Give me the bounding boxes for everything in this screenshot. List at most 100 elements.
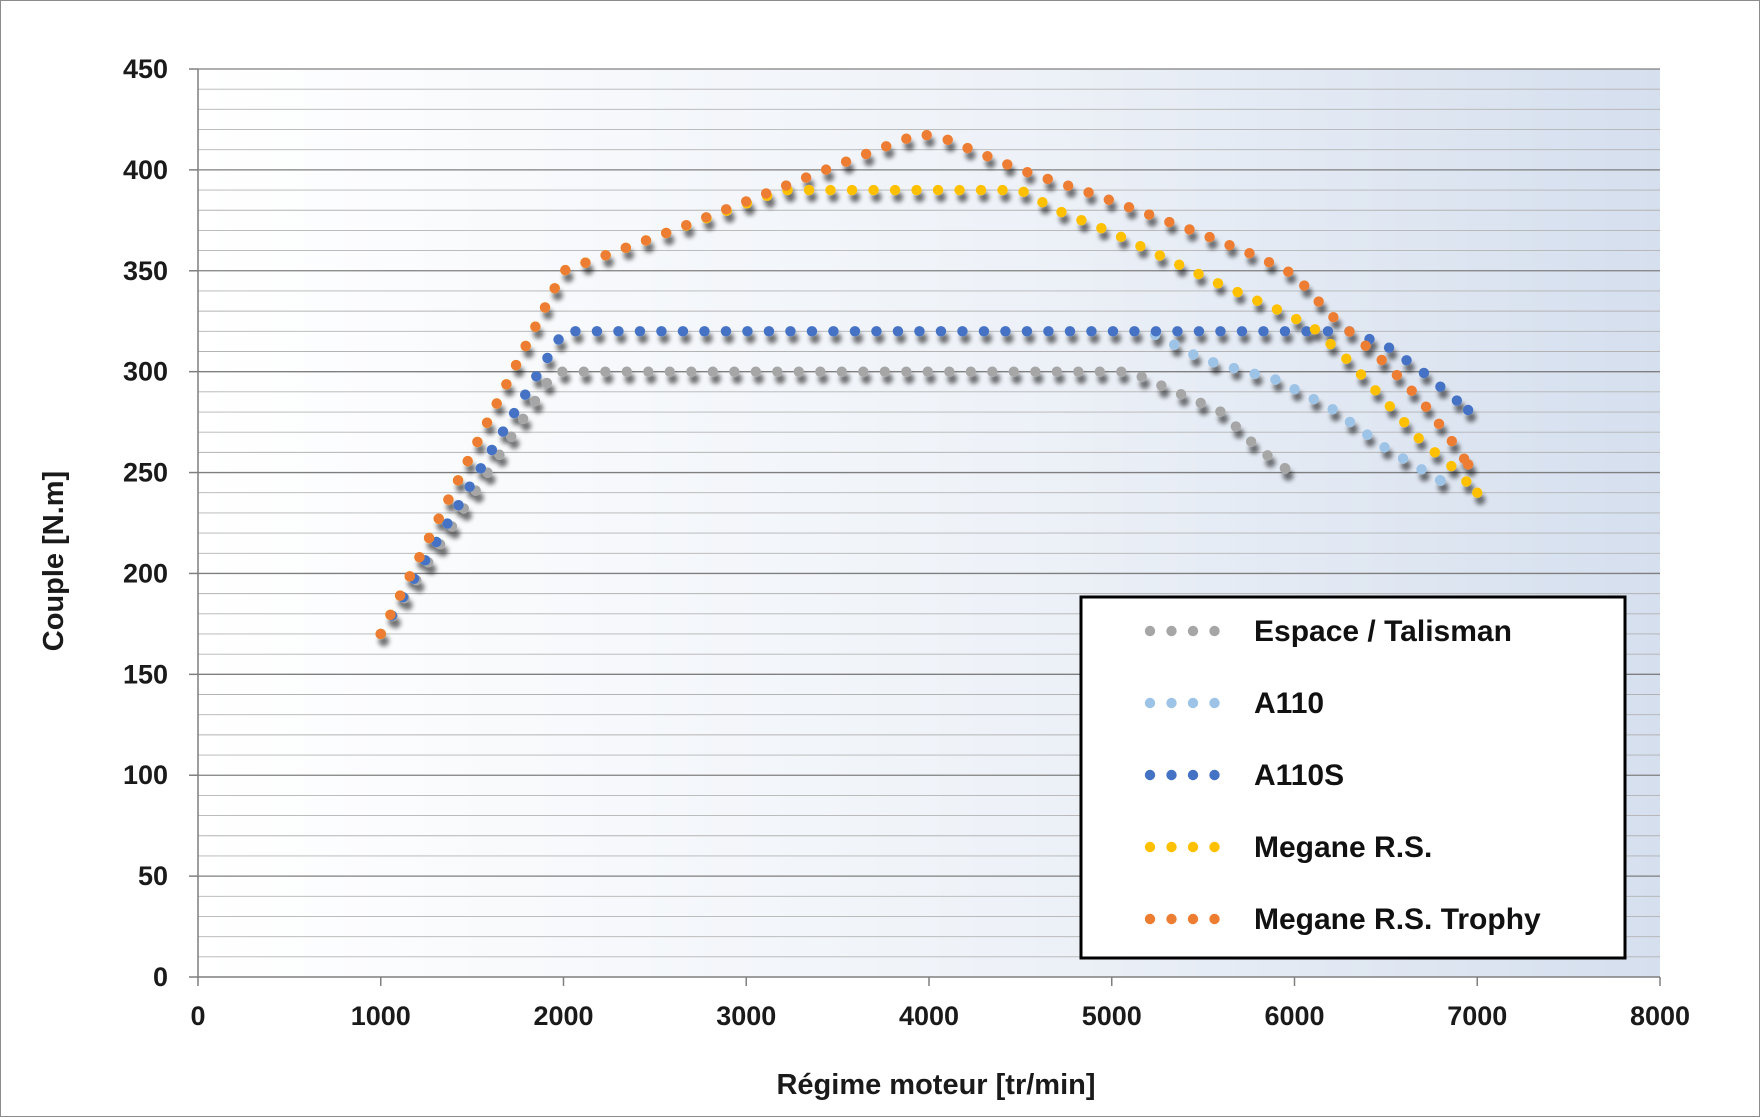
data-point [486,444,498,456]
data-point [935,326,947,337]
data-point [1327,403,1338,415]
data-point [1399,417,1410,428]
legend-entry: A110 [1144,687,1324,720]
data-point [1021,326,1033,337]
legend-label: Megane R.S. Trophy [1254,903,1541,936]
data-point [394,590,406,601]
data-point [1123,201,1135,213]
data-point [578,366,590,377]
data-point [570,326,581,337]
data-point [1283,266,1294,277]
data-point [944,366,955,377]
data-point [1000,326,1011,337]
data-point [475,463,486,474]
data-point [965,366,977,377]
data-point [553,334,564,345]
legend-marker [1144,913,1156,925]
data-point [1451,395,1463,406]
data-point [1156,380,1167,391]
data-point [860,148,872,160]
data-point [1073,366,1084,377]
data-point [828,326,839,337]
data-point [868,184,879,196]
data-point [1370,385,1381,396]
data-point [481,417,493,428]
legend-marker [1166,841,1177,853]
legend-marker [1209,913,1220,925]
data-point [510,359,522,371]
data-point [529,395,541,407]
data-point [699,326,710,337]
legend-entry: Espace / Talisman [1144,615,1512,648]
data-point [1379,442,1390,453]
data-point [1204,231,1215,243]
data-point [549,283,560,294]
data-point [491,398,502,409]
data-point [1263,256,1275,268]
data-point [1429,447,1441,458]
data-point [1188,349,1199,360]
legend-marker [1187,841,1199,853]
data-point [962,142,973,154]
y-tick-label: 100 [123,760,168,790]
x-tick-label: 6000 [1264,1001,1324,1031]
data-point [1244,248,1255,259]
data-point [1252,295,1263,306]
data-point [701,212,712,223]
data-point [707,366,719,377]
data-point [720,326,732,337]
data-point [840,156,852,167]
data-point [836,366,848,377]
data-point [1154,250,1165,261]
data-point [820,164,832,175]
data-point [1064,326,1076,337]
data-point [497,426,509,437]
legend-marker [1187,625,1199,637]
data-point [506,431,517,442]
series-a110s [375,326,1474,640]
data-point [385,609,396,620]
data-point [1258,326,1269,337]
data-point [530,321,541,332]
data-point [1135,240,1146,252]
data-point [1344,326,1355,337]
data-point [443,494,454,505]
x-tick-label: 3000 [716,1001,776,1031]
data-point [1341,353,1352,364]
series-megane-r-s-trophy [375,129,1474,640]
data-point [1022,166,1033,178]
data-point [742,326,753,337]
data-point [462,455,473,467]
data-point [1193,268,1204,280]
data-point [806,326,818,337]
data-point [1236,326,1248,337]
data-point [557,366,568,377]
x-tick-label: 8000 [1630,1001,1690,1031]
data-point [858,366,869,377]
data-point [1103,194,1114,205]
data-point [1391,369,1403,381]
data-point [849,326,861,337]
data-point [433,513,444,524]
data-point [1116,366,1127,377]
y-axis-title: Couple [N.m] [38,471,70,651]
legend-marker [1166,625,1177,637]
data-point [1042,173,1053,185]
data-point [800,172,812,183]
data-point [1406,385,1417,396]
legend-marker [1166,769,1177,781]
data-point [1143,209,1155,220]
data-point [1212,278,1224,289]
legend-marker [1144,769,1156,781]
y-tick-label: 350 [123,256,168,286]
data-point [975,184,987,196]
data-point [1313,296,1324,307]
legend-entry: A110S [1144,759,1344,792]
data-point [531,371,542,382]
data-point [686,366,697,377]
data-point [1115,231,1127,243]
data-point [1328,312,1339,323]
data-point [793,366,805,377]
y-tick-label: 0 [153,962,168,992]
data-point [1018,186,1029,198]
